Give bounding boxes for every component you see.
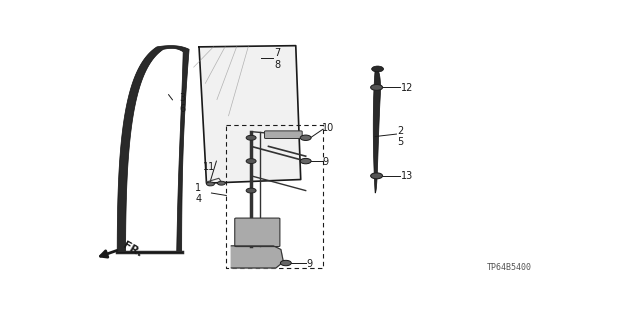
Text: 3
6: 3 6 (179, 93, 186, 114)
Circle shape (246, 159, 256, 164)
Circle shape (246, 188, 256, 193)
Text: TP64B5400: TP64B5400 (486, 263, 532, 272)
Text: 12: 12 (401, 83, 414, 93)
Polygon shape (199, 46, 301, 183)
Circle shape (207, 182, 214, 186)
Circle shape (300, 159, 311, 164)
Text: 11: 11 (203, 162, 215, 172)
Circle shape (371, 173, 383, 179)
Text: 10: 10 (322, 123, 334, 133)
Circle shape (246, 135, 256, 140)
FancyBboxPatch shape (235, 218, 280, 247)
FancyBboxPatch shape (264, 131, 302, 138)
Text: 1
4: 1 4 (195, 183, 202, 204)
Polygon shape (373, 70, 380, 193)
Text: 2
5: 2 5 (397, 126, 404, 147)
Circle shape (218, 181, 225, 185)
Text: FR.: FR. (121, 241, 144, 259)
Text: 7
8: 7 8 (275, 48, 281, 70)
Circle shape (371, 85, 383, 90)
Circle shape (372, 66, 383, 72)
Polygon shape (231, 246, 284, 268)
Text: 9: 9 (322, 157, 328, 167)
Text: 13: 13 (401, 171, 413, 181)
Circle shape (280, 260, 291, 266)
Circle shape (300, 135, 311, 140)
Polygon shape (117, 46, 189, 252)
Text: 9: 9 (307, 258, 313, 269)
